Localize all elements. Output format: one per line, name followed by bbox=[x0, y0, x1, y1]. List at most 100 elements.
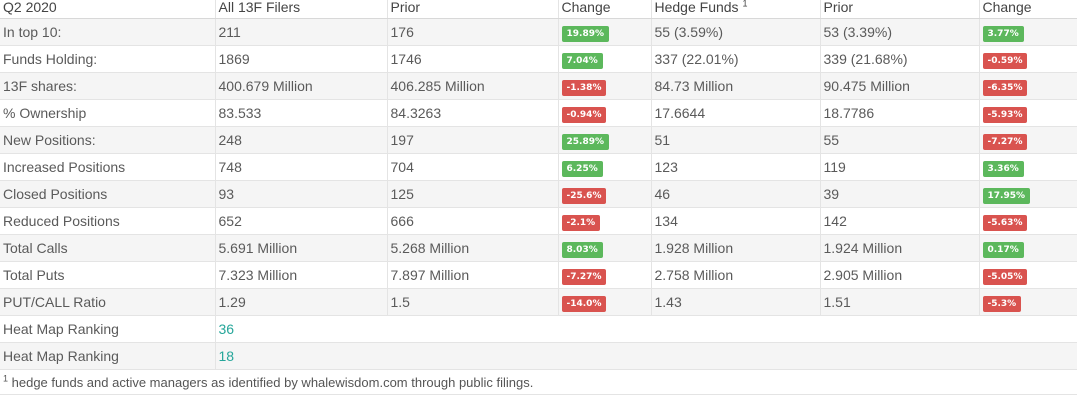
row-label: 13F shares: bbox=[0, 72, 215, 100]
row-label: PUT/CALL Ratio bbox=[0, 288, 215, 316]
hedge-funds-prior: 339 (21.68%) bbox=[819, 45, 979, 73]
hedge-funds-prior: 1.51 bbox=[819, 288, 979, 316]
footnote-marker: 1 bbox=[742, 0, 748, 9]
heat-map-value: 36 bbox=[218, 321, 235, 337]
footnote: 1 hedge funds and active managers as ide… bbox=[0, 369, 1077, 395]
all-filers-prior: 84.3263 bbox=[386, 99, 558, 127]
all-filers-value: 748 bbox=[214, 153, 387, 181]
hedge-funds-value: 337 (22.01%) bbox=[650, 45, 820, 73]
hedge-funds-prior: 90.475 Million bbox=[819, 72, 979, 100]
all-filers-value: 83.533 bbox=[214, 99, 387, 127]
footnote-marker: 1 bbox=[3, 373, 9, 384]
hedge-funds-prior: 18.7786 bbox=[819, 99, 979, 127]
change-badge: -14.0% bbox=[561, 295, 607, 312]
change-badge: 3.36% bbox=[982, 160, 1024, 177]
hedge-funds-change: -5.93% bbox=[978, 99, 1077, 127]
hedge-funds-value: 55 (3.59%) bbox=[650, 18, 820, 46]
all-filers-change: -7.27% bbox=[557, 261, 651, 289]
all-filers-change: 6.25% bbox=[557, 153, 651, 181]
all-filers-prior: 704 bbox=[386, 153, 558, 181]
row-label: In top 10: bbox=[0, 18, 215, 46]
change-badge: -5.63% bbox=[982, 214, 1028, 231]
all-filers-value: 7.323 Million bbox=[214, 261, 387, 289]
header-all-change: Change bbox=[557, 0, 651, 19]
all-filers-value: 1869 bbox=[214, 45, 387, 73]
hedge-funds-prior: 39 bbox=[819, 180, 979, 208]
all-filers-prior: 406.285 Million bbox=[386, 72, 558, 100]
hedge-funds-change: -5.05% bbox=[978, 261, 1077, 289]
heat-map-row: Heat Map Ranking 36 bbox=[0, 315, 1077, 343]
change-badge: -0.59% bbox=[982, 52, 1028, 69]
header-hf-prior: Prior bbox=[819, 0, 979, 19]
footnote-row: 1 hedge funds and active managers as ide… bbox=[0, 369, 1077, 395]
hedge-funds-change: 0.17% bbox=[978, 234, 1077, 262]
table-row: Total Calls 5.691 Million 5.268 Million 8.0… bbox=[0, 234, 1077, 262]
footnote-text: hedge funds and active managers as ident… bbox=[8, 374, 534, 390]
change-badge: 19.89% bbox=[561, 25, 609, 42]
hedge-funds-value: 51 bbox=[650, 126, 820, 154]
all-filers-prior: 5.268 Million bbox=[386, 234, 558, 262]
table-row: Increased Positions 748 704 6.25% 123 119 3.36… bbox=[0, 153, 1077, 181]
header-all-filers: All 13F Filers bbox=[214, 0, 387, 19]
all-filers-prior: 197 bbox=[386, 126, 558, 154]
all-filers-value: 1.29 bbox=[214, 288, 387, 316]
change-badge: 0.17% bbox=[982, 241, 1024, 258]
heat-map-row: Heat Map Ranking 18 bbox=[0, 342, 1077, 370]
hedge-funds-value: 123 bbox=[650, 153, 820, 181]
change-badge: 6.25% bbox=[561, 160, 603, 177]
change-badge: -7.27% bbox=[561, 268, 607, 285]
all-filers-change: -0.94% bbox=[557, 99, 651, 127]
all-filers-value: 652 bbox=[214, 207, 387, 235]
all-filers-value: 93 bbox=[214, 180, 387, 208]
all-filers-change: 19.89% bbox=[557, 18, 651, 46]
all-filers-change: -1.38% bbox=[557, 72, 651, 100]
row-label: Funds Holding: bbox=[0, 45, 215, 73]
row-label: Reduced Positions bbox=[0, 207, 215, 235]
all-filers-prior: 125 bbox=[386, 180, 558, 208]
change-badge: -6.35% bbox=[982, 79, 1028, 96]
hedge-funds-prior: 2.905 Million bbox=[819, 261, 979, 289]
hedge-funds-prior: 142 bbox=[819, 207, 979, 235]
hedge-funds-change: -7.27% bbox=[978, 126, 1077, 154]
hedge-funds-change: -5.63% bbox=[978, 207, 1077, 235]
change-badge: 25.89% bbox=[561, 133, 609, 150]
heat-map-value: 18 bbox=[218, 348, 235, 364]
all-filers-prior: 666 bbox=[386, 207, 558, 235]
table-row: Total Puts 7.323 Million 7.897 Million -7.2… bbox=[0, 261, 1077, 289]
hedge-funds-value: 1.43 bbox=[650, 288, 820, 316]
hedge-funds-value: 2.758 Million bbox=[650, 261, 820, 289]
table-row: 13F shares: 400.679 Million 406.285 Millio… bbox=[0, 72, 1077, 100]
hedge-funds-value: 1.928 Million bbox=[650, 234, 820, 262]
hedge-funds-prior: 1.924 Million bbox=[819, 234, 979, 262]
hedge-funds-change: -5.3% bbox=[978, 288, 1077, 316]
table-row: PUT/CALL Ratio 1.29 1.5 -14.0% 1.43 1.51 -5.3% bbox=[0, 288, 1077, 316]
change-badge: 8.03% bbox=[561, 241, 603, 258]
hedge-funds-prior: 53 (3.39%) bbox=[819, 18, 979, 46]
table-row: New Positions: 248 197 25.89% 51 55 -7.27% bbox=[0, 126, 1077, 154]
row-label: Increased Positions bbox=[0, 153, 215, 181]
table-row: % Ownership 83.533 84.3263 -0.94% 17.6644 18.… bbox=[0, 99, 1077, 127]
hedge-funds-change: 3.77% bbox=[978, 18, 1077, 46]
header-all-prior: Prior bbox=[386, 0, 558, 19]
hedge-funds-change: 3.36% bbox=[978, 153, 1077, 181]
hedge-funds-value: 134 bbox=[650, 207, 820, 235]
heat-map-cell: 36 bbox=[214, 315, 1077, 343]
heat-map-cell: 18 bbox=[214, 342, 1077, 370]
header-quarter: Q2 2020 bbox=[0, 0, 215, 19]
table-row: Reduced Positions 652 666 -2.1% 134 142 -5.63% bbox=[0, 207, 1077, 235]
heat-map-label: Heat Map Ranking bbox=[0, 342, 215, 370]
row-label: Closed Positions bbox=[0, 180, 215, 208]
holdings-summary-table: Q2 2020 All 13F Filers Prior Change Hedg… bbox=[0, 0, 1077, 395]
table-row: Closed Positions 93 125 -25.6% 46 39 17.95% bbox=[0, 180, 1077, 208]
table-row: Funds Holding: 1869 1746 7.04% 337 (22.01%) 3… bbox=[0, 45, 1077, 73]
change-badge: -1.38% bbox=[561, 79, 607, 96]
change-badge: -5.93% bbox=[982, 106, 1028, 123]
hedge-funds-prior: 119 bbox=[819, 153, 979, 181]
change-badge: -7.27% bbox=[982, 133, 1028, 150]
row-label: % Ownership bbox=[0, 99, 215, 127]
all-filers-prior: 7.897 Million bbox=[386, 261, 558, 289]
hedge-funds-value: 17.6644 bbox=[650, 99, 820, 127]
header-hedge-funds-label: Hedge Funds bbox=[654, 0, 739, 15]
all-filers-value: 5.691 Million bbox=[214, 234, 387, 262]
all-filers-prior: 1746 bbox=[386, 45, 558, 73]
